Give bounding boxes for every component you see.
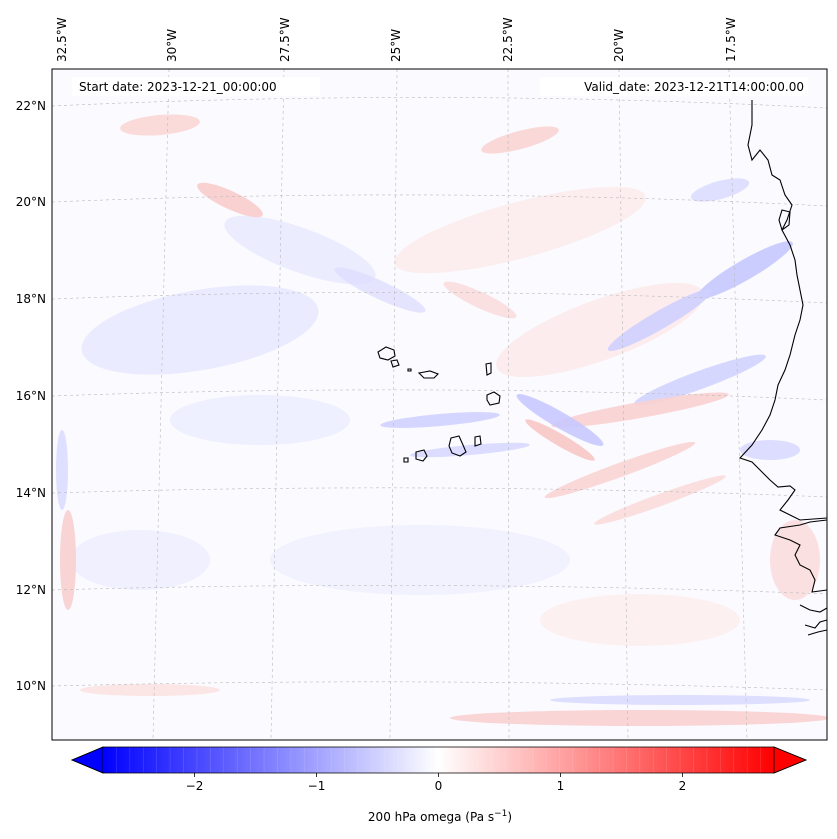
- parallel-line: [52, 292, 827, 304]
- omega-streak: [607, 289, 713, 351]
- meridian-line: [389, 69, 398, 740]
- map-background: [52, 69, 827, 740]
- coastlines: [377, 100, 828, 636]
- omega-patch: [394, 186, 646, 274]
- lon-label: 17.5°W: [724, 17, 738, 62]
- parallel-line: [52, 681, 827, 691]
- longitude-labels: 32.5°W 30°W 27.5°W 25°W 22.5°W 20°W 17.5…: [55, 17, 738, 62]
- graticule: [52, 69, 827, 740]
- start-date-box: [72, 77, 320, 96]
- omega-streak: [197, 182, 263, 218]
- start-date-label: Start date: 2023-12-21_00:00:00: [79, 80, 277, 94]
- omega-streak: [481, 126, 559, 154]
- island-outline: [377, 346, 396, 361]
- lat-label: 20°N: [16, 195, 46, 209]
- colorbar-tick-label: 1: [557, 779, 565, 793]
- island-outline: [778, 209, 791, 231]
- omega-streak: [770, 520, 820, 600]
- omega-streak: [551, 392, 729, 428]
- island-outline: [485, 362, 492, 376]
- lon-label: 30°W: [165, 29, 179, 62]
- parallel-line: [52, 585, 827, 595]
- colorbar-tick-label: −2: [186, 779, 204, 793]
- colorbar-extend-max: [773, 746, 808, 774]
- omega-streak: [550, 695, 810, 705]
- parallel-line: [52, 487, 827, 498]
- meridian-line: [152, 69, 170, 740]
- omega-streak: [634, 354, 766, 406]
- omega-streak: [120, 114, 200, 136]
- omega-patch: [270, 525, 570, 595]
- colorbar-tick-label: 2: [679, 779, 687, 793]
- colorbar: −2 −1 0 1 2 200 hPa omega (Pa s−1): [70, 746, 808, 824]
- omega-streak: [544, 441, 696, 499]
- lat-label: 14°N: [16, 486, 46, 500]
- colorbar-tick-label: 0: [435, 779, 443, 793]
- meridian-line: [270, 69, 285, 740]
- island-outline: [403, 457, 409, 463]
- africa-coastline: [739, 100, 828, 521]
- omega-patch: [540, 594, 740, 646]
- parallel-line: [52, 389, 827, 401]
- map-panel: Start date: 2023-12-21_00:00:00 Valid_da…: [51, 68, 828, 741]
- colorbar-label-unit-exp: −1: [494, 809, 507, 819]
- island-outline: [417, 370, 439, 379]
- meridian-line: [728, 69, 748, 740]
- parallel-line: [52, 97, 827, 109]
- omega-patch: [81, 285, 319, 375]
- island-outline: [486, 391, 501, 406]
- omega-streak: [410, 442, 530, 458]
- latitude-labels: 22°N 20°N 18°N 16°N 14°N 12°N 10°N: [16, 99, 46, 693]
- africa-coastline: [774, 519, 828, 593]
- lon-label: 25°W: [389, 29, 403, 62]
- lat-label: 18°N: [16, 292, 46, 306]
- lat-label: 22°N: [16, 99, 46, 113]
- island-outline: [407, 368, 412, 372]
- omega-patch: [70, 530, 210, 590]
- omega-streak: [594, 475, 726, 525]
- omega-streak: [690, 178, 750, 202]
- africa-coastline: [799, 604, 828, 636]
- parallel-line: [52, 194, 827, 207]
- island-outline: [415, 449, 428, 462]
- colorbar-divisions: [116, 747, 761, 773]
- lat-label: 10°N: [16, 679, 46, 693]
- colorbar-extend-min: [70, 746, 104, 774]
- lon-label: 32.5°W: [55, 17, 69, 62]
- colorbar-ticks: −2 −1 0 1 2: [186, 773, 687, 793]
- omega-streak: [443, 281, 517, 319]
- omega-patch: [170, 395, 350, 445]
- omega-streak: [334, 267, 426, 313]
- lon-label: 22.5°W: [501, 17, 515, 62]
- colorbar-outline: [70, 746, 808, 774]
- colorbar-label: 200 hPa omega (Pa s−1): [368, 809, 512, 824]
- omega-streak: [56, 430, 68, 510]
- omega-streak: [740, 440, 800, 460]
- valid-date-box: [540, 77, 808, 96]
- island-outline: [448, 435, 467, 457]
- island-outline: [390, 359, 400, 368]
- island-outline: [474, 435, 482, 447]
- colorbar-bar: [103, 747, 774, 773]
- lat-label: 12°N: [16, 583, 46, 597]
- omega-streak: [60, 510, 76, 610]
- map-frame: [51, 68, 828, 741]
- omega-streak: [80, 684, 220, 696]
- omega-patch: [224, 215, 376, 285]
- valid-date-label: Valid_date: 2023-12-21T14:00:00.00: [584, 80, 804, 94]
- meridian-line: [507, 69, 510, 740]
- omega-streak: [450, 710, 827, 726]
- omega-field: [56, 114, 827, 726]
- lat-label: 16°N: [16, 389, 46, 403]
- lon-label: 27.5°W: [278, 17, 292, 62]
- omega-streak: [516, 394, 604, 446]
- omega-streak: [697, 241, 793, 299]
- omega-streak: [380, 412, 500, 428]
- colorbar-tick-label: −1: [308, 779, 326, 793]
- meridian-line: [618, 69, 629, 740]
- lon-label: 20°W: [612, 29, 626, 62]
- omega-streak: [525, 419, 595, 461]
- omega-patch: [496, 282, 704, 378]
